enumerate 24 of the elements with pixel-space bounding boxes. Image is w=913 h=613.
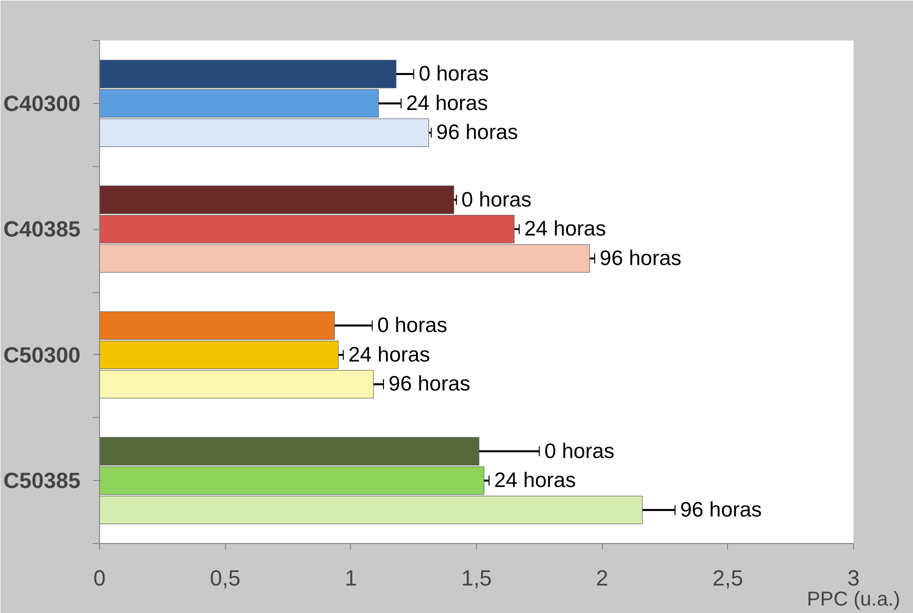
y-tick-label: C50300 [3,342,81,368]
series-label: 0 horas [461,188,532,212]
text: 0 horas [377,314,448,338]
y-tick-label: C40385 [3,216,81,242]
series-label: 96 horas [436,121,518,144]
y-tick-label: C40300 [3,90,81,116]
series-label: 24 horas [524,218,606,241]
text: 96 horas [388,372,470,396]
text: 24 horas [494,469,576,492]
x-tick-label: 1 [344,566,357,590]
x-tick-label: 0 [93,566,106,590]
text: 24 horas [406,92,488,115]
y-tick-label: C50385 [3,468,81,494]
x-tick-label: 1,5 [461,566,492,590]
text: 96 horas [680,498,762,522]
x-axis-title: PPC (u.a.) [806,588,900,610]
text: 0 horas [544,440,614,463]
text: 96 horas [600,246,682,270]
x-tick-label: 2 [596,566,608,590]
text: 24 horas [348,343,430,366]
text: 0 horas [418,62,489,86]
x-tick-label: 0,5 [210,566,240,590]
x-tick-label: 2,5 [712,566,744,590]
x-tick-label: 3 [847,566,860,590]
